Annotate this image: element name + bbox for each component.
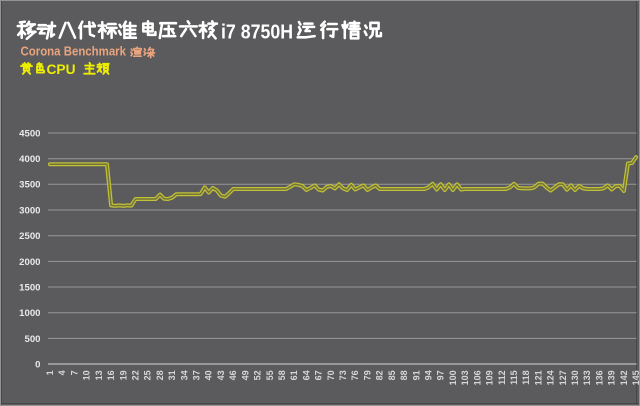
svg-text:1: 1	[45, 370, 55, 375]
svg-text:142: 142	[619, 370, 629, 385]
svg-text:31: 31	[167, 370, 177, 380]
svg-text:i7 8750H: i7 8750H	[221, 22, 293, 44]
svg-text:73: 73	[338, 370, 348, 380]
svg-text:2500: 2500	[19, 231, 40, 242]
svg-text:67: 67	[314, 370, 324, 380]
svg-text:115: 115	[509, 370, 519, 385]
svg-text:10: 10	[82, 370, 92, 380]
svg-text:43: 43	[216, 370, 226, 380]
svg-text:82: 82	[375, 370, 385, 380]
svg-text:94: 94	[424, 370, 434, 380]
svg-text:124: 124	[546, 370, 556, 385]
svg-text:136: 136	[595, 370, 605, 385]
svg-text:106: 106	[472, 370, 482, 385]
svg-text:25: 25	[143, 370, 153, 380]
svg-text:Corona Benchmark: Corona Benchmark	[21, 45, 127, 59]
svg-text:79: 79	[363, 370, 373, 380]
svg-text:22: 22	[131, 370, 141, 380]
svg-text:88: 88	[399, 370, 409, 380]
svg-text:130: 130	[570, 370, 580, 385]
svg-text:40: 40	[204, 370, 214, 380]
svg-text:97: 97	[436, 370, 446, 380]
svg-text:16: 16	[106, 370, 116, 380]
svg-text:4: 4	[57, 370, 67, 375]
svg-text:2000: 2000	[19, 257, 40, 268]
svg-text:61: 61	[289, 370, 299, 380]
svg-text:4000: 4000	[19, 154, 40, 165]
svg-text:127: 127	[558, 370, 568, 385]
svg-text:49: 49	[240, 370, 250, 380]
svg-text:109: 109	[485, 370, 495, 385]
svg-text:55: 55	[265, 370, 275, 380]
svg-text:103: 103	[460, 370, 470, 385]
svg-text:1500: 1500	[19, 282, 40, 293]
svg-text:0: 0	[35, 359, 40, 370]
svg-text:37: 37	[192, 370, 202, 380]
svg-text:133: 133	[582, 370, 592, 385]
svg-text:1000: 1000	[19, 308, 40, 319]
svg-text:3000: 3000	[19, 205, 40, 216]
svg-text:91: 91	[411, 370, 421, 380]
svg-text:3500: 3500	[19, 180, 40, 191]
svg-text:34: 34	[179, 370, 189, 380]
svg-text:70: 70	[326, 370, 336, 380]
svg-text:28: 28	[155, 370, 165, 380]
svg-text:52: 52	[253, 370, 263, 380]
svg-text:100: 100	[448, 370, 458, 385]
svg-text:145: 145	[631, 370, 640, 385]
svg-text:118: 118	[521, 370, 531, 385]
svg-text:64: 64	[301, 370, 311, 380]
svg-text:500: 500	[24, 334, 40, 345]
svg-text:CPU: CPU	[47, 62, 76, 77]
svg-text:7: 7	[69, 370, 79, 375]
svg-text:19: 19	[118, 370, 128, 380]
svg-text:121: 121	[533, 370, 543, 385]
svg-text:112: 112	[497, 370, 507, 385]
svg-text:85: 85	[387, 370, 397, 380]
svg-text:139: 139	[607, 370, 617, 385]
svg-text:46: 46	[228, 370, 238, 380]
svg-text:76: 76	[350, 370, 360, 380]
svg-text:13: 13	[94, 370, 104, 380]
svg-text:4500: 4500	[19, 128, 40, 139]
svg-text:58: 58	[277, 370, 287, 380]
